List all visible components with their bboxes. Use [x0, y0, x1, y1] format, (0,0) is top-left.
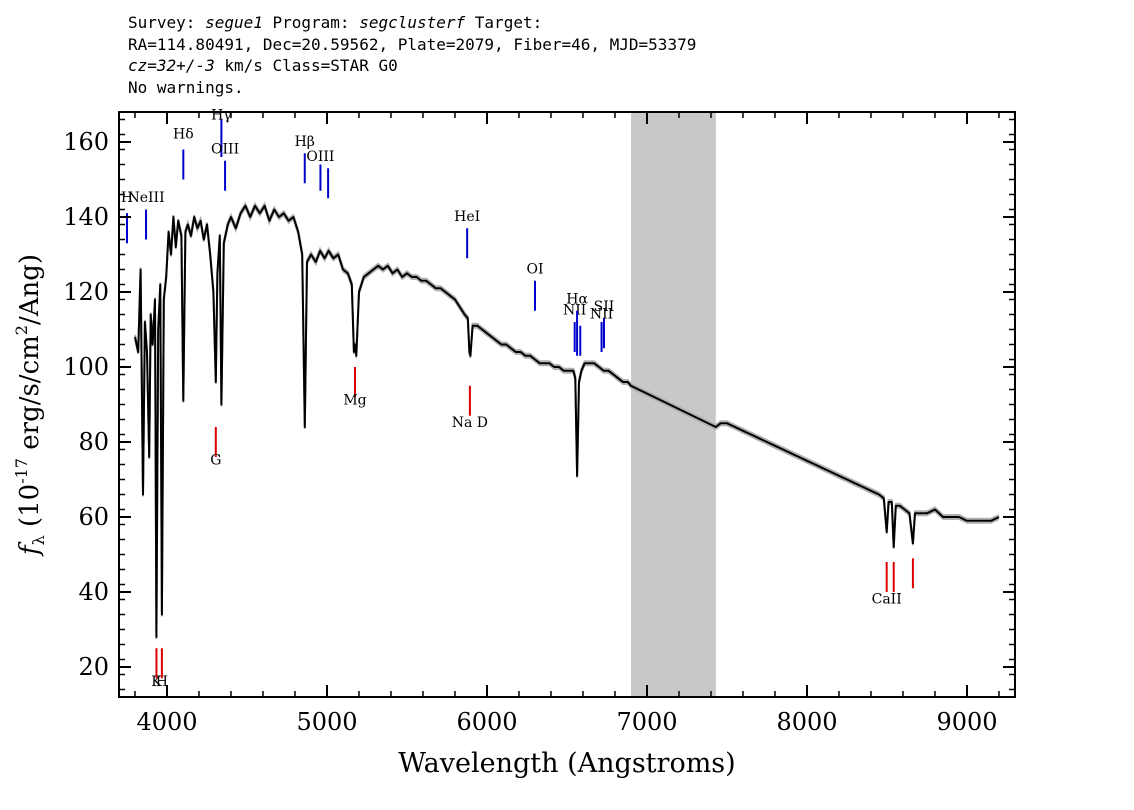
- y-tick-label: 120: [63, 278, 109, 306]
- x-tick-label: 9000: [936, 708, 997, 736]
- program-value: segclusterf: [359, 13, 466, 32]
- line-marker-label: CaII: [872, 591, 902, 607]
- survey-line: Survey: segue1 Program: segclusterf Targ…: [128, 12, 696, 34]
- line-marker-label: OIII: [211, 141, 239, 157]
- x-tick-label: 7000: [616, 708, 677, 736]
- line-marker-label: Mg: [343, 393, 366, 409]
- line-marker-label: Na D: [452, 415, 488, 431]
- x-tick-label: 5000: [296, 708, 357, 736]
- line-marker-label: Hδ: [173, 126, 194, 142]
- error-band-upper: [134, 201, 1000, 636]
- line-marker-label: SII: [594, 299, 615, 315]
- line-marker-label: Hα: [566, 291, 588, 307]
- line-marker-label: OIII: [306, 149, 334, 165]
- survey-label: Survey:: [128, 13, 206, 32]
- cz-value: cz=32+/-3: [128, 56, 215, 75]
- y-tick-label: 160: [63, 128, 109, 156]
- redshift-line: cz=32+/-3 km/s Class=STAR G0: [128, 55, 696, 77]
- spectrum-line: [134, 204, 1000, 638]
- class-text: km/s Class=STAR G0: [214, 56, 398, 75]
- y-tick-label: 20: [78, 653, 109, 681]
- x-tick-label: 4000: [136, 708, 197, 736]
- y-axis-label: fλ (10-17 erg/s/cm2/Ang): [12, 254, 48, 557]
- line-marker-label: Hβ: [295, 134, 315, 150]
- x-tick-label: 6000: [456, 708, 517, 736]
- warnings-line: No warnings.: [128, 77, 244, 97]
- line-marker-label: NeIII: [127, 190, 164, 206]
- y-tick-label: 40: [78, 578, 109, 606]
- coords-line: RA=114.80491, Dec=20.59562, Plate=2079, …: [128, 34, 697, 54]
- line-marker-label: NII: [590, 306, 613, 322]
- line-marker-label: Hγ: [211, 108, 232, 124]
- x-axis-label: Wavelength (Angstroms): [398, 748, 735, 779]
- line-marker-label: HeI: [454, 209, 480, 225]
- line-marker-label: K: [151, 674, 162, 690]
- y-tick-label: 100: [63, 353, 109, 381]
- target-label: Target:: [465, 13, 543, 32]
- line-marker-label: NII: [563, 303, 586, 319]
- error-band-lower: [134, 205, 1000, 640]
- axis-ticks-layer: 4000 5000 6000 7000 8000 9000 20 40 60 80 100 120 14…: [63, 112, 1015, 736]
- line-marker-label: G: [210, 453, 221, 469]
- y-tick-label: 80: [78, 428, 109, 456]
- error-band-layer: [134, 201, 1000, 640]
- y-tick-label: 140: [63, 203, 109, 231]
- survey-value: segue1: [205, 13, 263, 32]
- spectrum-layer: [134, 204, 1000, 638]
- program-label: Program:: [262, 13, 360, 32]
- spectrum-header: Survey: segue1 Program: segclusterf Targ…: [128, 12, 696, 98]
- line-marker-label: OI: [526, 261, 543, 277]
- x-tick-label: 8000: [776, 708, 837, 736]
- plot-frame: [118, 111, 1016, 698]
- y-tick-label: 60: [78, 503, 109, 531]
- line-marker-label: H: [156, 674, 168, 690]
